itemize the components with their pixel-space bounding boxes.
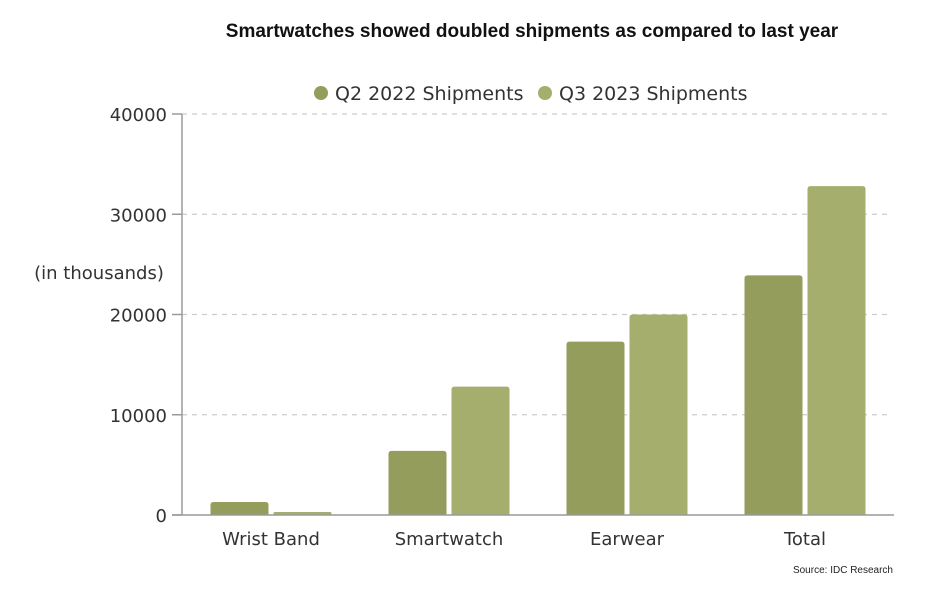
legend-label-q3-2023: Q3 2023 Shipments <box>559 83 748 105</box>
y-tick-label: 10000 <box>110 406 167 427</box>
chart-title: Smartwatches showed doubled shipments as… <box>226 21 839 42</box>
x-axis-labels: Wrist Band Smartwatch Earwear Total <box>222 529 826 550</box>
x-category-label: Wrist Band <box>222 529 320 550</box>
y-tick-label: 0 <box>156 506 167 527</box>
bar-smartwatch-series-1 <box>388 450 447 515</box>
legend-marker-q2-2022 <box>314 86 328 100</box>
legend: Q2 2022 Shipments Q3 2023 Shipments <box>314 83 748 105</box>
bar-total-series-1 <box>744 275 803 515</box>
bar-smartwatch-series-2 <box>451 386 510 515</box>
bar-earwear-series-1 <box>566 341 625 515</box>
bar-wrist-band-series-1 <box>210 501 269 515</box>
y-tick-label: 30000 <box>110 205 167 226</box>
bars <box>210 186 866 515</box>
bar-total-series-2 <box>807 186 866 515</box>
y-tick-label: 20000 <box>110 306 167 327</box>
x-category-label: Earwear <box>590 529 665 550</box>
bar-wrist-band-series-2 <box>273 511 332 515</box>
legend-marker-q3-2023 <box>538 86 552 100</box>
bar-earwear-series-2 <box>629 314 688 515</box>
x-category-label: Total <box>783 529 826 550</box>
source-note: Source: IDC Research <box>793 565 893 576</box>
legend-label-q2-2022: Q2 2022 Shipments <box>335 83 524 105</box>
y-axis-ticks: 0 10000 20000 30000 40000 <box>110 105 182 527</box>
y-axis-label: (in thousands) <box>34 263 164 284</box>
x-category-label: Smartwatch <box>395 529 504 550</box>
y-tick-label: 40000 <box>110 105 167 126</box>
